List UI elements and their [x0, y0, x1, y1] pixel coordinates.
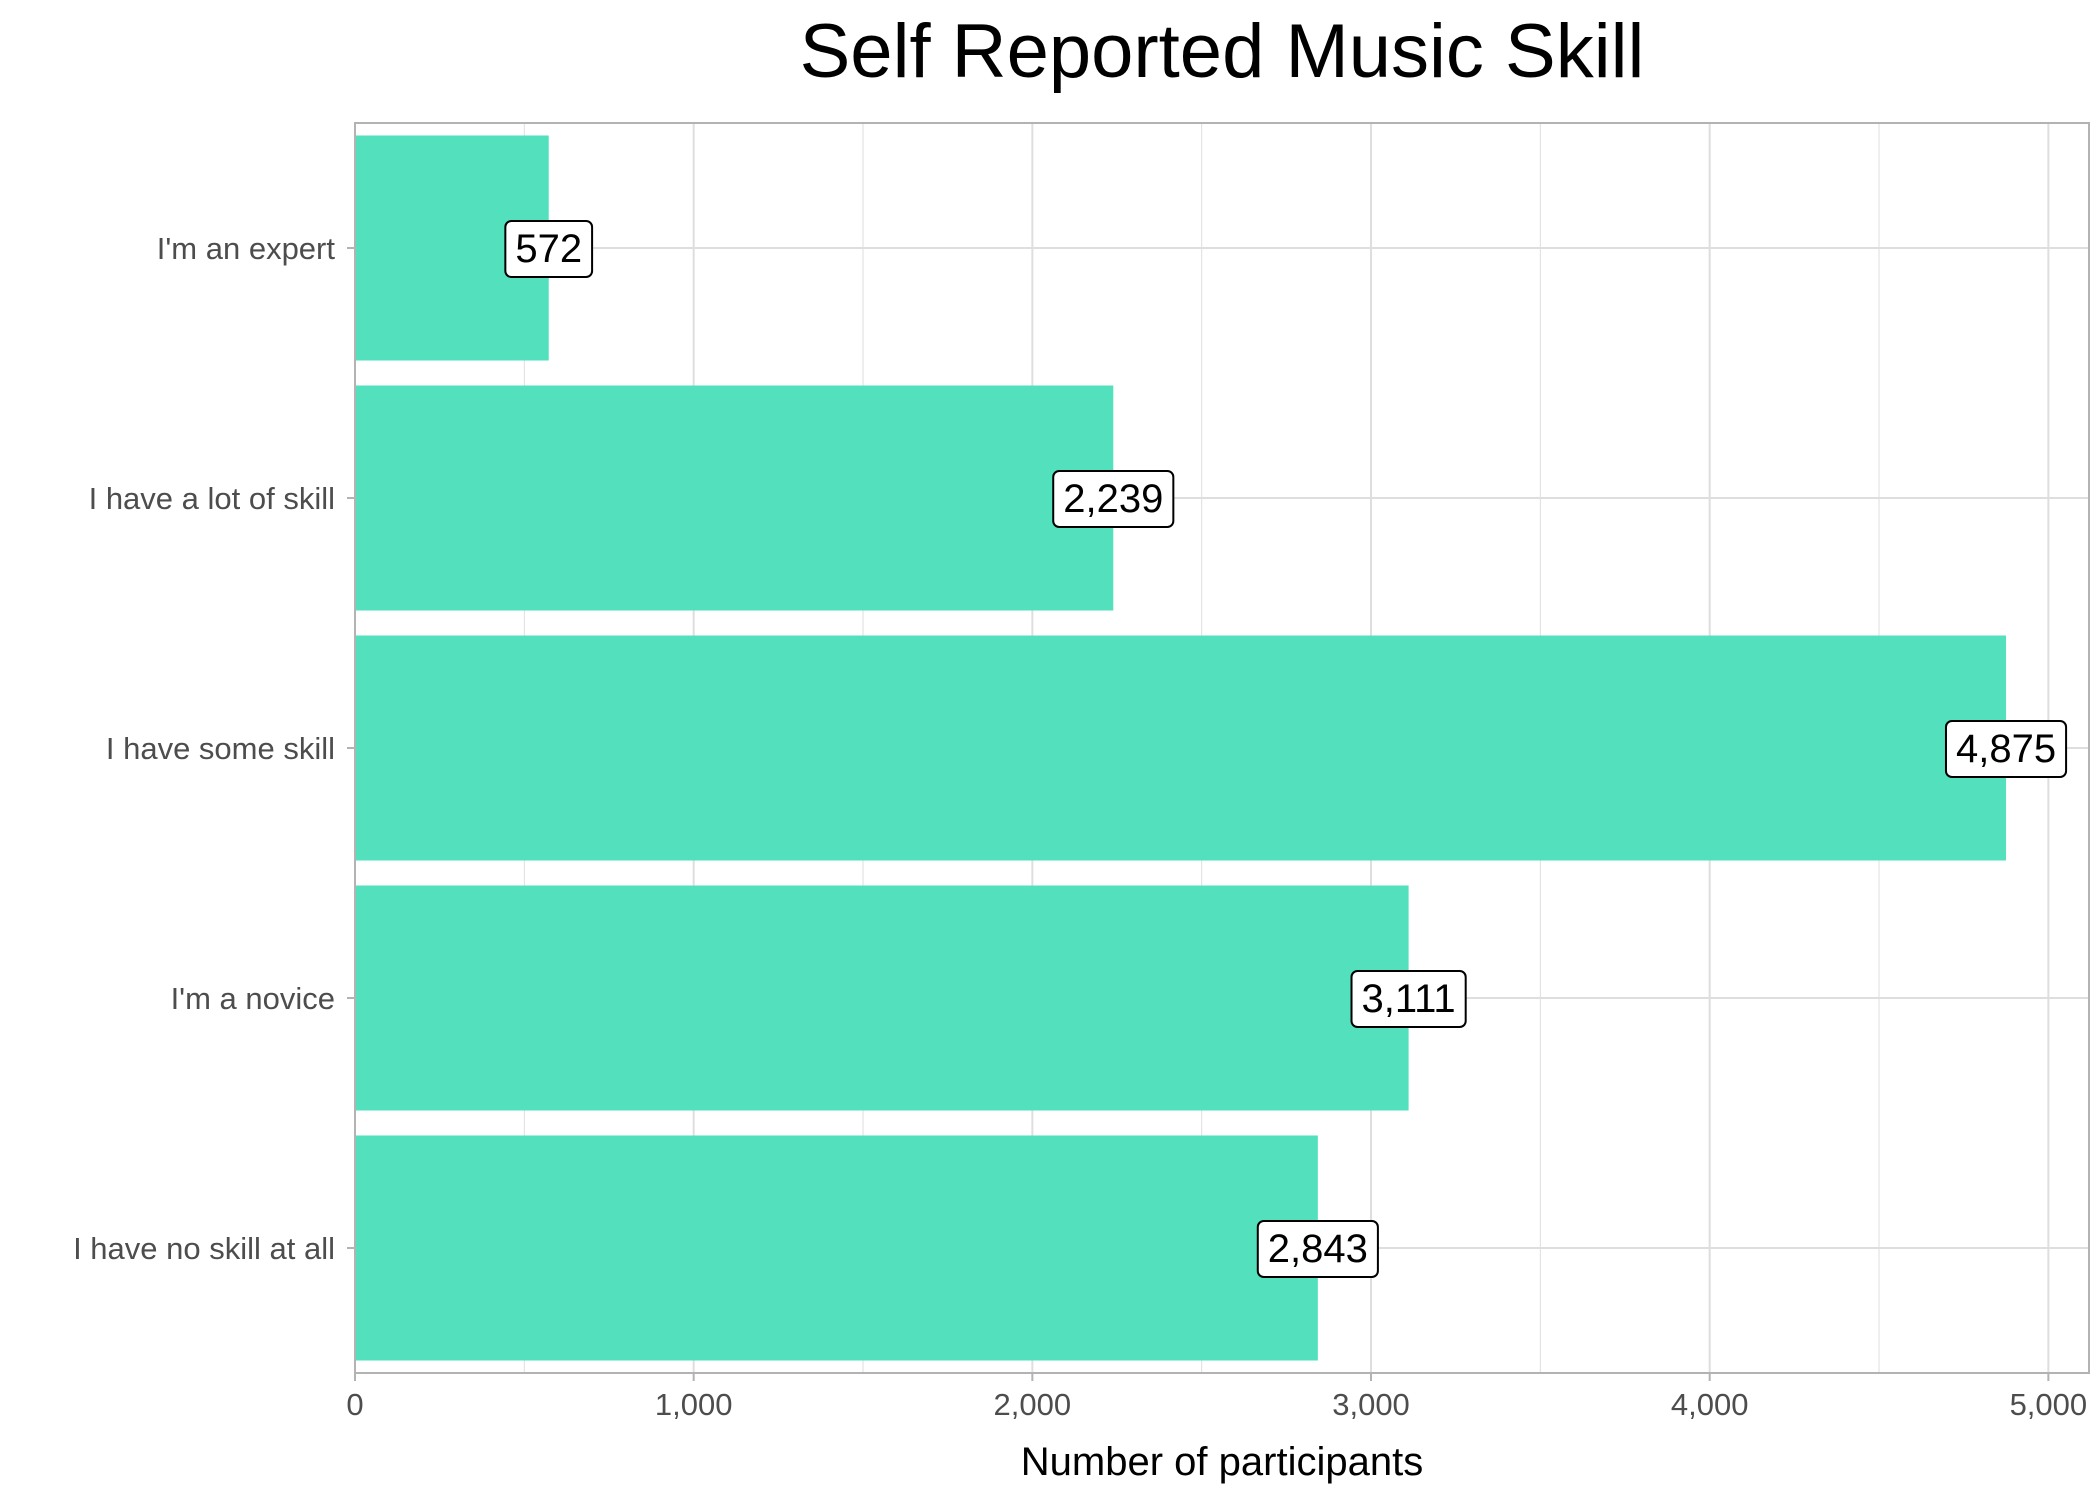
- y-tick-label: I'm an expert: [157, 231, 336, 266]
- bar: [355, 385, 1114, 611]
- bars: [355, 135, 2007, 1361]
- x-axis: 0 1,000 2,000 3,000 4,000 5,000: [346, 1373, 2087, 1422]
- value-label: 4,875: [1944, 720, 2068, 778]
- value-labels: 572 2,239 4,875 3,111 2,843: [504, 220, 2068, 1278]
- y-tick-label: I have some skill: [106, 731, 335, 766]
- value-label-box: [1350, 970, 1467, 1028]
- value-label-text: 3,111: [1362, 977, 1456, 1021]
- chart-title: Self Reported Music Skill: [799, 9, 1645, 94]
- x-tick-label: 1,000: [655, 1387, 733, 1422]
- value-label-box: [1944, 720, 2068, 778]
- x-tick-label: 2,000: [994, 1387, 1072, 1422]
- y-tick-label: I'm a novice: [171, 981, 335, 1016]
- bar: [355, 885, 1409, 1111]
- y-axis: I'm an expert I have a lot of skill I have…: [73, 231, 355, 1266]
- x-tick-label: 5,000: [2010, 1387, 2088, 1422]
- bar: [355, 635, 2007, 861]
- value-label-text: 2,843: [1268, 1227, 1368, 1271]
- value-label: 2,239: [1052, 470, 1175, 528]
- bar: [355, 1135, 1318, 1361]
- x-tick-label: 4,000: [1671, 1387, 1749, 1422]
- value-label-text: 4,875: [1956, 727, 2056, 771]
- y-tick-label: I have no skill at all: [73, 1231, 335, 1266]
- value-label-box: [1256, 1220, 1379, 1278]
- x-axis-title: Number of participants: [1021, 1440, 1423, 1484]
- y-tick-label: I have a lot of skill: [89, 481, 335, 516]
- value-label-text: 572: [515, 227, 582, 271]
- value-label: 3,111: [1350, 970, 1467, 1028]
- x-tick-label: 0: [346, 1387, 363, 1422]
- value-label: 2,843: [1256, 1220, 1379, 1278]
- x-tick-label: 3,000: [1332, 1387, 1410, 1422]
- value-label-box: [504, 220, 594, 278]
- value-label-box: [1052, 470, 1175, 528]
- value-label: 572: [504, 220, 594, 278]
- value-label-text: 2,239: [1063, 477, 1163, 521]
